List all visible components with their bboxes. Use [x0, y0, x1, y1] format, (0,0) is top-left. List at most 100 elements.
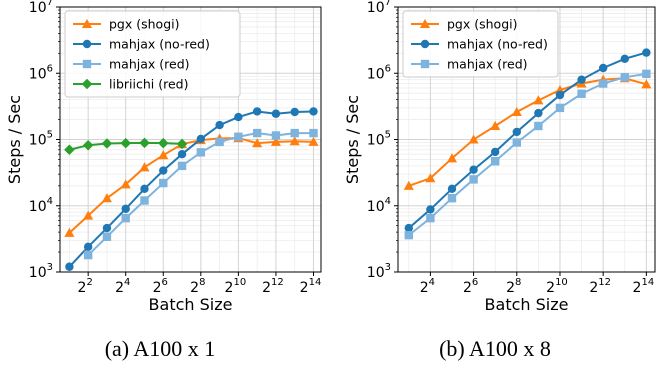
data-point-square: [426, 213, 435, 223]
x-tick-label: 214: [300, 277, 322, 296]
data-point-square: [577, 89, 586, 98]
data-point-triangle: [252, 138, 263, 148]
data-point-square: [196, 148, 206, 157]
data-point-circle: [140, 184, 149, 194]
data-point-square: [159, 178, 168, 188]
data-point-square: [177, 161, 187, 171]
data-point-square: [598, 79, 608, 88]
y-tick-label: 107: [367, 0, 391, 16]
data-point-circle: [534, 108, 543, 118]
data-point-circle: [555, 90, 565, 100]
data-point-triangle: [308, 136, 319, 146]
data-point-square: [420, 59, 430, 69]
data-point-square: [620, 73, 629, 82]
data-point-square: [642, 69, 651, 79]
x-tick-label: 212: [262, 277, 284, 296]
x-axis-label: Batch Size: [149, 295, 233, 314]
data-point-square: [447, 194, 457, 203]
data-point-triangle: [101, 193, 112, 203]
panel-caption: (b) A100 x 8: [439, 336, 551, 361]
data-point-triangle: [641, 79, 652, 89]
panel-a: 103 104 105 106 107 22 24 26 28 210 212 214 Batch Si…: [5, 0, 322, 361]
data-point-triangle: [81, 18, 93, 29]
data-point-triangle: [419, 18, 431, 29]
data-point-square: [490, 157, 500, 166]
data-point-circle: [577, 75, 586, 84]
data-point-diamond: [82, 139, 94, 151]
data-point-triangle: [403, 180, 414, 190]
x-tick-label: 26: [463, 277, 478, 296]
data-point-circle: [177, 149, 187, 159]
y-tick-label: 106: [29, 63, 53, 82]
data-point-circle: [420, 39, 430, 49]
legend-label: mahjax (red): [447, 57, 528, 72]
data-point-square: [140, 196, 149, 205]
x-tick-label: 210: [225, 277, 247, 296]
legend: pgx (shogi) mahjax (no-red) mahjax (red) li…: [64, 10, 241, 98]
legend-label: mahjax (no-red): [447, 37, 548, 52]
legend-box: [64, 10, 241, 98]
legend-box: [402, 10, 559, 78]
legend-label: pgx (shogi): [447, 17, 517, 32]
data-point-square: [469, 175, 478, 184]
data-point-triangle: [446, 153, 458, 163]
legend: pgx (shogi) mahjax (no-red) mahjax (red): [402, 10, 559, 78]
x-tick-label: 24: [420, 277, 435, 296]
x-tick-label: 24: [115, 277, 130, 296]
legend-label: libriichi (red): [109, 77, 188, 92]
data-point-square: [309, 128, 318, 138]
data-point-diamond: [120, 137, 131, 149]
data-point-triangle: [64, 227, 75, 237]
legend-label: mahjax (red): [109, 57, 190, 72]
x-axis-label: Batch Size: [485, 295, 569, 314]
data-point-circle: [252, 107, 262, 116]
data-point-circle: [196, 134, 206, 144]
x-tick-label: 212: [589, 277, 611, 296]
data-point-square: [512, 138, 521, 147]
data-point-circle: [121, 204, 130, 213]
panel-b: 103 104 105 106 107 24 26 28 210 212 214 Batch Size…: [343, 0, 656, 361]
legend-label: mahjax (no-red): [109, 37, 210, 52]
data-point-circle: [490, 147, 500, 157]
data-point-square: [404, 230, 413, 240]
data-point-circle: [271, 109, 281, 118]
data-point-triangle: [158, 150, 169, 160]
data-point-diamond: [158, 137, 169, 149]
data-point-circle: [102, 223, 112, 233]
x-tick-label: 26: [153, 277, 168, 296]
y-tick-label: 106: [367, 63, 391, 82]
data-point-square: [555, 103, 565, 113]
x-tick-label: 28: [190, 277, 205, 296]
data-point-square: [534, 121, 543, 131]
data-point-circle: [290, 107, 299, 117]
data-point-diamond: [101, 138, 113, 149]
data-point-triangle: [120, 179, 131, 189]
y-tick-label: 105: [367, 130, 391, 149]
data-point-circle: [598, 63, 608, 73]
data-point-triangle: [533, 95, 544, 105]
data-point-triangle: [139, 162, 150, 172]
data-point-square: [82, 59, 92, 69]
y-tick-label: 105: [29, 130, 53, 149]
data-point-diamond: [139, 137, 150, 149]
data-point-circle: [512, 127, 521, 137]
data-point-square: [121, 213, 130, 223]
data-point-circle: [620, 54, 629, 64]
data-point-square: [271, 131, 281, 140]
data-point-circle: [83, 242, 93, 252]
data-point-circle: [404, 223, 413, 233]
data-point-triangle: [270, 136, 281, 146]
x-tick-label: 214: [633, 277, 655, 296]
y-tick-label: 104: [29, 196, 53, 215]
data-point-square: [215, 137, 224, 147]
data-point-diamond: [176, 138, 188, 150]
data-point-circle: [215, 120, 224, 130]
data-point-square: [290, 128, 299, 138]
data-point-triangle: [490, 120, 501, 131]
y-tick-label: 103: [367, 262, 391, 281]
y-tick-label: 104: [367, 196, 391, 215]
data-point-triangle: [83, 210, 94, 220]
data-point-circle: [469, 165, 478, 174]
data-point-circle: [82, 39, 92, 49]
data-point-circle: [65, 262, 74, 271]
